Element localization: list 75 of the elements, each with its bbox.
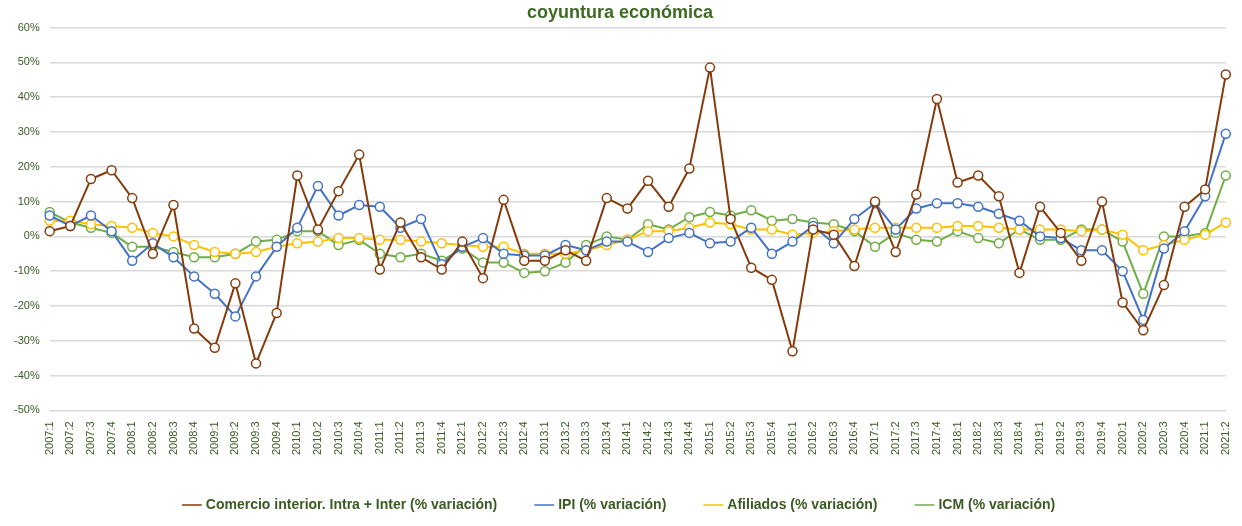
chart-title: coyuntura económica bbox=[526, 1, 715, 22]
x-tick-label: 2013:1 bbox=[537, 421, 550, 456]
x-tick-label: 2010:2 bbox=[310, 421, 323, 456]
x-tick-label: 2015:2 bbox=[723, 421, 736, 456]
x-tick-label: 2011:3 bbox=[414, 421, 427, 455]
x-tick-label: 2016:2 bbox=[806, 421, 819, 456]
x-tick-label: 2010:1 bbox=[290, 421, 303, 456]
x-tick-label: 2015:4 bbox=[764, 421, 777, 456]
x-tick-label: 2009:3 bbox=[249, 421, 262, 456]
x-tick-label: 2007:3 bbox=[83, 421, 96, 456]
y-tick-label: 10% bbox=[17, 194, 40, 207]
x-tick-label: 2008:1 bbox=[125, 421, 138, 456]
x-tick-label: 2017:2 bbox=[888, 421, 901, 456]
y-tick-label: 50% bbox=[17, 55, 40, 68]
x-tick-label: 2018:1 bbox=[950, 421, 963, 456]
y-tick-label: -10% bbox=[13, 264, 40, 277]
x-tick-label: 2011:2 bbox=[393, 421, 406, 455]
y-tick-label: -30% bbox=[13, 333, 40, 346]
x-tick-label: 2018:3 bbox=[991, 421, 1004, 456]
x-tick-label: 2013:4 bbox=[599, 421, 612, 456]
x-tick-label: 2021:2 bbox=[1218, 421, 1231, 456]
x-tick-label: 2014:4 bbox=[682, 421, 695, 456]
x-tick-label: 2019:2 bbox=[1053, 421, 1066, 456]
legend-label: ICM (% variación) bbox=[938, 495, 1056, 512]
x-tick-label: 2014:3 bbox=[661, 421, 674, 456]
y-tick-label: 40% bbox=[17, 90, 40, 103]
x-tick-label: 2017:3 bbox=[909, 421, 922, 456]
legend-label: IPI (% variación) bbox=[558, 495, 667, 512]
x-tick-label: 2010:3 bbox=[331, 421, 344, 456]
y-tick-label: 0% bbox=[23, 229, 40, 242]
x-tick-label: 2017:4 bbox=[929, 421, 942, 456]
x-tick-label: 2020:4 bbox=[1177, 421, 1190, 456]
x-tick-label: 2013:2 bbox=[558, 421, 571, 456]
y-tick-label: 60% bbox=[17, 20, 40, 33]
x-tick-label: 2012:4 bbox=[517, 421, 530, 456]
legend-label: Afiliados (% variación) bbox=[727, 495, 878, 512]
x-tick-label: 2015:3 bbox=[744, 421, 757, 456]
x-tick-label: 2012:3 bbox=[496, 421, 509, 456]
x-tick-label: 2021:1 bbox=[1198, 421, 1211, 456]
x-tick-label: 2008:2 bbox=[145, 421, 158, 456]
x-tick-label: 2007:4 bbox=[104, 421, 117, 456]
x-tick-label: 2016:3 bbox=[826, 421, 839, 456]
x-tick-label: 2009:2 bbox=[228, 421, 241, 456]
x-tick-label: 2008:3 bbox=[166, 421, 179, 456]
y-tick-label: 20% bbox=[17, 159, 40, 172]
x-tick-label: 2017:1 bbox=[868, 421, 881, 456]
x-tick-label: 2013:3 bbox=[579, 421, 592, 456]
x-tick-label: 2018:4 bbox=[1012, 421, 1025, 456]
x-tick-label: 2020:1 bbox=[1115, 421, 1128, 456]
x-tick-label: 2019:1 bbox=[1033, 421, 1046, 456]
x-tick-label: 2016:4 bbox=[847, 421, 860, 456]
y-tick-label: -40% bbox=[13, 368, 40, 381]
y-tick-label: 30% bbox=[17, 125, 40, 138]
x-tick-label: 2016:1 bbox=[785, 421, 798, 456]
x-tick-label: 2007:1 bbox=[42, 421, 55, 456]
x-tick-label: 2012:1 bbox=[455, 421, 468, 456]
x-tick-label: 2020:3 bbox=[1156, 421, 1169, 456]
x-tick-label: 2015:1 bbox=[702, 421, 715, 456]
x-tick-label: 2019:4 bbox=[1095, 421, 1108, 456]
x-tick-label: 2019:3 bbox=[1074, 421, 1087, 456]
x-tick-label: 2020:2 bbox=[1136, 421, 1149, 456]
x-tick-label: 2012:2 bbox=[476, 421, 489, 456]
y-tick-label: -20% bbox=[13, 299, 40, 311]
x-tick-label: 2009:1 bbox=[207, 421, 220, 456]
x-tick-label: 2007:2 bbox=[63, 421, 76, 456]
x-tick-label: 2014:1 bbox=[620, 421, 633, 456]
legend-label: Comercio interior. Intra + Inter (% variación) bbox=[205, 495, 498, 512]
x-tick-label: 2014:2 bbox=[641, 421, 654, 456]
y-tick-label: -50% bbox=[13, 403, 40, 416]
x-tick-label: 2008:4 bbox=[187, 421, 200, 456]
x-tick-label: 2018:2 bbox=[971, 421, 984, 456]
x-tick-label: 2010:4 bbox=[352, 421, 365, 456]
x-tick-label: 2011:4 bbox=[434, 421, 447, 455]
x-tick-label: 2009:4 bbox=[269, 421, 282, 456]
x-tick-label: 2011:1 bbox=[372, 421, 385, 455]
